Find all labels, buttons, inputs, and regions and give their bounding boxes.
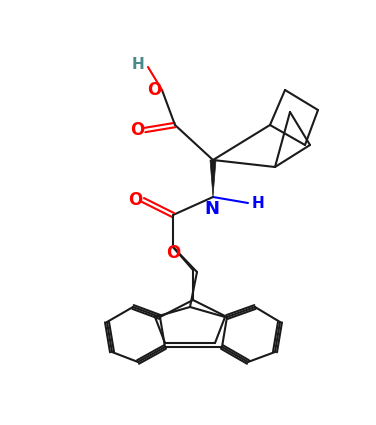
Text: O: O	[130, 121, 144, 139]
Text: N: N	[205, 200, 220, 218]
Text: O: O	[128, 191, 142, 209]
Polygon shape	[210, 160, 216, 197]
Text: H: H	[132, 57, 144, 71]
Text: O: O	[147, 81, 161, 99]
Text: H: H	[252, 196, 264, 210]
Text: O: O	[166, 244, 180, 262]
